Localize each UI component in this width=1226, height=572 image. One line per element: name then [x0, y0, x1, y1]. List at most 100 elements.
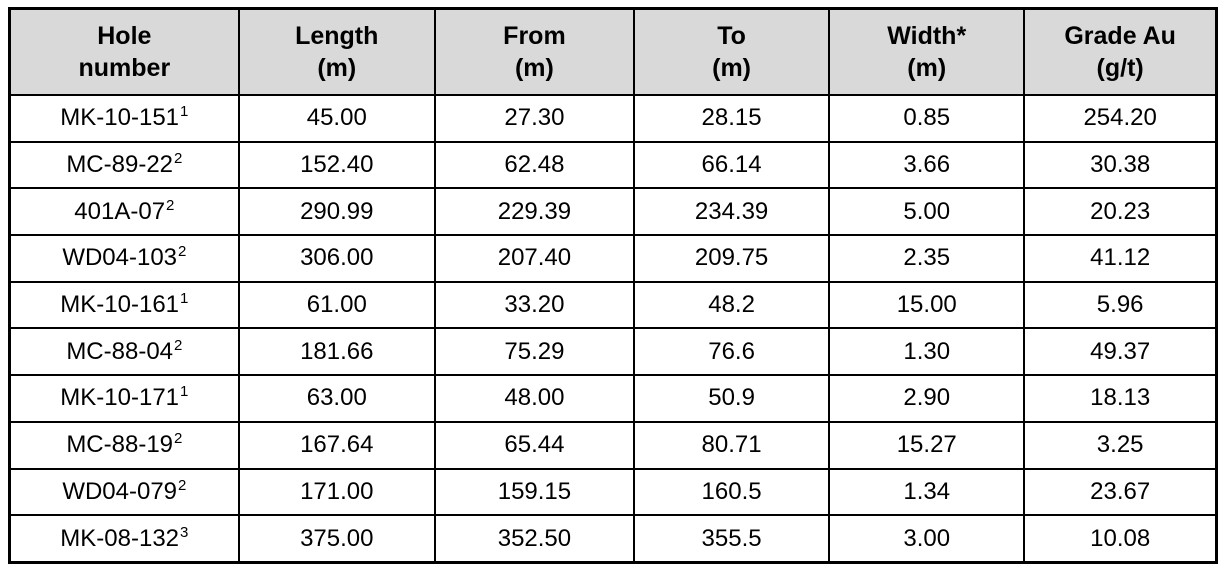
hole-id: WD04-079 [62, 477, 178, 505]
cell-grade: 30.38 [1023, 140, 1218, 190]
footnote-superscript: 1 [180, 290, 189, 308]
header-unit: number [78, 54, 171, 82]
header-line: Hole [97, 22, 152, 50]
cell-grade: 20.23 [1023, 187, 1218, 237]
cell-length: 306.00 [237, 234, 436, 283]
table-row: MC-88-192 167.64 65.44 80.71 15.27 3.25 [8, 420, 1218, 470]
cell-grade: 254.20 [1023, 94, 1218, 143]
header-line: To [717, 22, 746, 50]
column-header-to: To (m) [632, 7, 831, 96]
cell-to: 355.5 [632, 514, 831, 564]
cell-to: 66.14 [632, 140, 831, 190]
cell-from: 65.44 [433, 420, 636, 470]
cell-hole-number: WD04-0792 [8, 467, 240, 517]
footnote-superscript: 2 [166, 196, 175, 214]
cell-width: 1.34 [828, 467, 1026, 517]
table-row: 401A-072 290.99 229.39 234.39 5.00 20.23 [8, 187, 1218, 237]
cell-width: 0.85 [828, 94, 1026, 143]
column-header-length: Length (m) [237, 7, 436, 96]
table-row: MK-10-1711 63.00 48.00 50.9 2.90 18.13 [8, 374, 1218, 423]
cell-from: 159.15 [433, 467, 636, 517]
cell-length: 375.00 [237, 514, 436, 564]
cell-hole-number: MK-10-1611 [8, 280, 240, 330]
cell-hole-number: MC-88-192 [8, 420, 240, 470]
footnote-superscript: 2 [178, 243, 187, 261]
cell-to: 28.15 [632, 94, 831, 143]
cell-hole-number: MK-10-1511 [8, 94, 240, 143]
cell-length: 152.40 [237, 140, 436, 190]
cell-width: 3.00 [828, 514, 1026, 564]
cell-to: 50.9 [632, 374, 831, 423]
cell-width: 15.00 [828, 280, 1026, 330]
cell-to: 209.75 [632, 234, 831, 283]
header-line: Grade Au [1064, 22, 1176, 50]
hole-id: MC-88-19 [66, 431, 174, 459]
header-unit: (m) [907, 54, 947, 82]
cell-grade: 10.08 [1023, 514, 1218, 564]
column-header-grade-au: Grade Au (g/t) [1023, 7, 1218, 96]
header-unit: (m) [712, 54, 752, 82]
cell-hole-number: MK-08-1323 [8, 514, 240, 564]
header-line: Length [295, 22, 379, 50]
cell-length: 181.66 [237, 327, 436, 377]
cell-from: 27.30 [433, 94, 636, 143]
hole-id: WD04-103 [62, 244, 178, 272]
table-row: MK-10-1611 61.00 33.20 48.2 15.00 5.96 [8, 280, 1218, 330]
cell-grade: 3.25 [1023, 420, 1218, 470]
footnote-superscript: 1 [180, 103, 189, 121]
hole-id: 401A-07 [74, 197, 166, 225]
cell-width: 3.66 [828, 140, 1026, 190]
header-unit: (m) [317, 54, 357, 82]
footnote-superscript: 2 [178, 476, 187, 494]
drill-results-table: Hole number Length (m) From (m) To (m) W… [8, 7, 1218, 564]
table-header-row: Hole number Length (m) From (m) To (m) W… [8, 7, 1218, 96]
cell-to: 160.5 [632, 467, 831, 517]
header-unit: (m) [514, 54, 554, 82]
cell-to: 76.6 [632, 327, 831, 377]
cell-from: 352.50 [433, 514, 636, 564]
cell-length: 167.64 [237, 420, 436, 470]
table-row: MC-88-042 181.66 75.29 76.6 1.30 49.37 [8, 327, 1218, 377]
cell-width: 5.00 [828, 187, 1026, 237]
table-row: MC-89-222 152.40 62.48 66.14 3.66 30.38 [8, 140, 1218, 190]
hole-id: MK-08-132 [60, 524, 180, 552]
table-row: MK-10-1511 45.00 27.30 28.15 0.85 254.20 [8, 94, 1218, 143]
cell-hole-number: MC-89-222 [8, 140, 240, 190]
header-unit: (g/t) [1096, 54, 1144, 82]
footnote-superscript: 2 [174, 150, 183, 168]
footnote-superscript: 2 [174, 336, 183, 354]
cell-hole-number: WD04-1032 [8, 234, 240, 283]
column-header-from: From (m) [433, 7, 636, 96]
cell-hole-number: MC-88-042 [8, 327, 240, 377]
hole-id: MC-88-04 [66, 337, 174, 365]
cell-from: 229.39 [433, 187, 636, 237]
cell-length: 61.00 [237, 280, 436, 330]
cell-grade: 49.37 [1023, 327, 1218, 377]
cell-length: 171.00 [237, 467, 436, 517]
column-header-width: Width* (m) [828, 7, 1026, 96]
cell-from: 33.20 [433, 280, 636, 330]
cell-hole-number: MK-10-1711 [8, 374, 240, 423]
footnote-superscript: 1 [180, 383, 189, 401]
cell-from: 75.29 [433, 327, 636, 377]
cell-hole-number: 401A-072 [8, 187, 240, 237]
cell-grade: 41.12 [1023, 234, 1218, 283]
hole-id: MK-10-151 [60, 104, 180, 132]
cell-to: 80.71 [632, 420, 831, 470]
cell-from: 62.48 [433, 140, 636, 190]
cell-width: 2.35 [828, 234, 1026, 283]
cell-width: 2.90 [828, 374, 1026, 423]
hole-id: MC-89-22 [66, 151, 174, 179]
cell-grade: 18.13 [1023, 374, 1218, 423]
table-row: MK-08-1323 375.00 352.50 355.5 3.00 10.0… [8, 514, 1218, 564]
table-row: WD04-0792 171.00 159.15 160.5 1.34 23.67 [8, 467, 1218, 517]
header-line: Width* [887, 22, 967, 50]
table-body: MK-10-1511 45.00 27.30 28.15 0.85 254.20… [8, 94, 1218, 564]
cell-grade: 23.67 [1023, 467, 1218, 517]
cell-grade: 5.96 [1023, 280, 1218, 330]
column-header-hole-number: Hole number [8, 7, 240, 96]
cell-length: 290.99 [237, 187, 436, 237]
cell-length: 45.00 [237, 94, 436, 143]
cell-length: 63.00 [237, 374, 436, 423]
